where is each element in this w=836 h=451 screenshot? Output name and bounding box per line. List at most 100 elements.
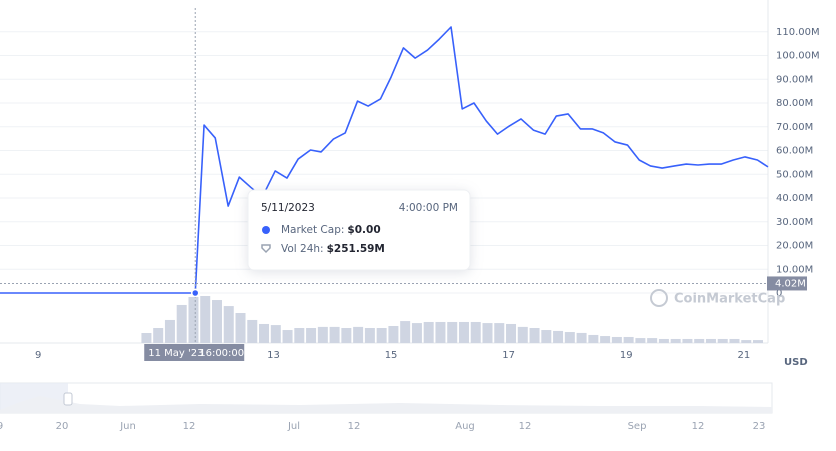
navigator-label: 9 (0, 421, 3, 432)
volume-bar (353, 326, 364, 343)
tooltip-row: Vol 24h: $251.59M (281, 243, 385, 255)
grid: 0 10.00M 20.00M 30.00M 40.00M 50.00M 60.00M 70.… (0, 0, 820, 361)
tooltip-row-value: $0.00 (347, 224, 380, 236)
watermark: CoinMarketCap (674, 292, 785, 307)
y-tick-label: 70.00M (776, 122, 813, 133)
hover-point (190, 288, 200, 298)
volume-bar (341, 328, 352, 343)
volume-bar (611, 336, 622, 343)
y-tick-label: 80.00M (776, 98, 813, 109)
navigator-label: 12 (183, 421, 196, 432)
volume-bar (211, 300, 222, 343)
volume-bar (270, 325, 281, 343)
volume-bars: CoinMarketCap (141, 289, 785, 343)
plot (0, 26, 769, 294)
y-tick-label: 10.00M (776, 264, 813, 275)
y-tick-label: 50.00M (776, 169, 813, 180)
volume-bar (188, 296, 199, 343)
x-tick-label: 17 (502, 350, 515, 361)
y-tick-label: 110.00M (776, 27, 820, 38)
volume-bar (635, 338, 646, 343)
volume-bar (141, 332, 152, 343)
volume-bar (553, 330, 564, 343)
volume-bar (753, 340, 764, 343)
volume-bar (600, 336, 611, 343)
tooltip-row-label: Market Cap: (281, 224, 344, 236)
volume-bar (741, 340, 752, 343)
crosshair-y-label: 4.02M (775, 278, 806, 289)
x-tick-label: 21 (738, 350, 751, 361)
volume-bar (729, 338, 740, 343)
volume-bar (423, 321, 434, 343)
tooltip-row: Market Cap: $0.00 (281, 224, 381, 236)
navigator-labels: 9 20 Jun 12 Jul 12 Aug 12 Sep 12 23 (0, 421, 765, 432)
y-tick-label: 20.00M (776, 241, 813, 252)
volume-bar (588, 334, 599, 343)
volume-bar (435, 321, 446, 343)
navigator-label: Jul (287, 421, 300, 432)
volume-bar (458, 321, 469, 343)
volume-bar (623, 336, 634, 343)
volume-bar (529, 328, 540, 343)
volume-bar (670, 338, 681, 343)
navigator-handle[interactable] (63, 392, 73, 406)
volume-bar (388, 325, 399, 343)
volume-bar (259, 323, 270, 343)
volume-bar (564, 332, 575, 343)
crosshair-x-label: 11 May '23 (148, 348, 203, 359)
volume-bar (400, 321, 411, 343)
crosshair-x-time: 16:00:00 (199, 348, 244, 359)
watermark-logo (650, 289, 668, 307)
x-tick-label: 9 (35, 350, 41, 361)
y-tick-label: 90.00M (776, 74, 813, 85)
navigator-label: 12 (348, 421, 361, 432)
price-line (0, 26, 769, 294)
tooltip-date: 5/11/2023 (261, 202, 315, 214)
navigator-label: 12 (692, 421, 705, 432)
volume-bar (317, 326, 328, 343)
volume-bar (306, 328, 317, 343)
volume-bar (482, 323, 493, 343)
volume-bar (447, 321, 458, 343)
volume-bar (364, 328, 375, 343)
tooltip-box (247, 189, 471, 271)
navigator-label: 12 (519, 421, 532, 432)
volume-bar (576, 332, 587, 343)
y-tick-label: 0 (776, 288, 782, 299)
navigator-area (0, 396, 772, 413)
y-tick-label: 60.00M (776, 146, 813, 157)
volume-bar (470, 321, 481, 343)
volume-bar (376, 328, 387, 343)
tooltip-time: 4:00:00 PM (399, 202, 458, 214)
y-tick-label: 100.00M (776, 51, 820, 62)
navigator-label: 20 (56, 421, 69, 432)
volume-bar (705, 338, 716, 343)
x-tick-label: 15 (385, 350, 398, 361)
tooltip-icon (262, 226, 270, 234)
volume-bar (694, 338, 705, 343)
tooltip-row-label: Vol 24h: (281, 243, 324, 255)
volume-bar (200, 296, 211, 343)
volume-bar (176, 304, 187, 343)
unit-label: USD (784, 357, 808, 368)
volume-bar (647, 338, 658, 343)
volume-bar (247, 319, 258, 343)
navigator-label: Aug (455, 421, 475, 432)
volume-bar (235, 313, 246, 343)
crosshair-x-box (144, 344, 245, 361)
volume-bar (541, 330, 552, 343)
volume-bar (517, 326, 528, 343)
volume-bar (153, 328, 164, 343)
crosshair-y-box (767, 276, 807, 291)
volume-bar (411, 323, 422, 343)
volume-bar (329, 326, 340, 343)
volume-bar (494, 323, 505, 343)
volume-bar (506, 323, 517, 343)
volume-bar (717, 338, 728, 343)
volume-bar (223, 306, 234, 343)
volume-bar (682, 338, 693, 343)
tooltip-icon (261, 244, 271, 254)
volume-bar (658, 338, 669, 343)
volume-bar (282, 330, 293, 343)
